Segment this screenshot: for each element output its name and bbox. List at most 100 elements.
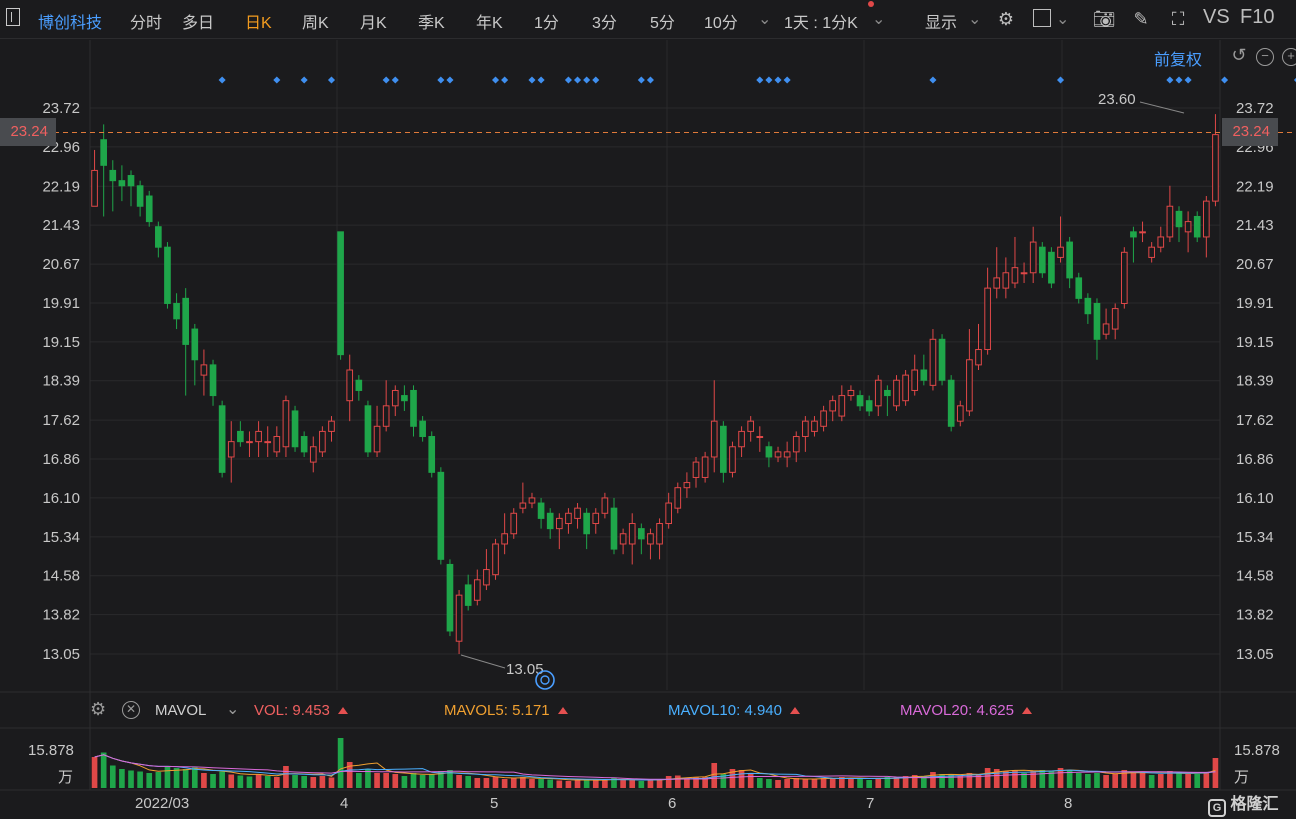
indicator-chevron-icon[interactable]: ⌄	[226, 701, 240, 718]
vol-max-right: 15.878	[1234, 742, 1280, 759]
volume-bar	[656, 779, 663, 788]
candle	[328, 416, 335, 442]
tab-quarterly-k[interactable]: 季K	[418, 15, 445, 32]
stock-name[interactable]: 博创科技	[38, 15, 103, 32]
tab-monthly-k[interactable]: 月K	[360, 15, 387, 32]
candle	[884, 385, 891, 417]
volume-bar	[674, 775, 681, 788]
candle	[619, 528, 627, 555]
candle-body	[966, 359, 973, 412]
vol-up-arrow-icon	[337, 707, 348, 714]
fullscreen-icon[interactable]: ⛶	[1171, 9, 1185, 29]
tab-minute[interactable]: 分时	[130, 15, 163, 32]
volume-bar	[1139, 773, 1146, 788]
candle-body	[975, 349, 982, 366]
volume-bar	[1057, 768, 1064, 788]
candle-body	[765, 446, 773, 458]
event-marker-icon	[783, 76, 791, 84]
display-select[interactable]: 显示	[925, 15, 958, 32]
tab-multi-day[interactable]: 多日	[182, 15, 215, 32]
candle-body	[1011, 267, 1019, 284]
candle-body	[155, 226, 162, 248]
tab-10min[interactable]: 10分	[704, 15, 738, 32]
candle	[437, 467, 445, 565]
indicator-name[interactable]: MAVOL	[155, 702, 207, 719]
event-marker-icon	[501, 76, 509, 84]
candle-body	[820, 410, 827, 427]
candle-body	[720, 425, 727, 473]
price-tick-left: 22.19	[42, 178, 80, 195]
candle	[164, 242, 171, 309]
candle-body	[811, 420, 818, 432]
pencil-icon[interactable]: ✎	[1133, 9, 1149, 29]
tab-5min[interactable]: 5分	[650, 15, 675, 32]
candle	[792, 431, 800, 463]
tab-yearly-k[interactable]: 年K	[476, 15, 503, 32]
volume-bar	[993, 769, 1000, 788]
period-select[interactable]: 1天 : 1分K	[784, 15, 858, 32]
candle	[109, 160, 117, 212]
zoom-in-icon[interactable]: +	[1282, 48, 1296, 66]
volume-bar	[957, 776, 964, 788]
undo-icon[interactable]: ↺	[1231, 45, 1247, 65]
candle-body	[583, 512, 590, 535]
more-tabs-chevron-icon[interactable]: ⌄	[758, 11, 772, 28]
candle	[391, 385, 399, 417]
candle	[337, 231, 344, 360]
volume-bar	[893, 777, 900, 788]
candle-body	[638, 528, 645, 540]
period-chevron-icon[interactable]: ⌄	[872, 11, 886, 28]
checkbox-chevron-icon[interactable]: ⌄	[1056, 11, 1070, 28]
event-marker-icon	[765, 76, 773, 84]
vs-button[interactable]: VS	[1203, 6, 1230, 28]
checkbox-icon[interactable]	[1033, 9, 1051, 27]
zoom-out-icon[interactable]: −	[1256, 48, 1274, 66]
indicator-settings-icon[interactable]: ⚙	[90, 699, 107, 719]
tab-daily-k[interactable]: 日K	[245, 15, 272, 32]
sidebar-toggle-icon[interactable]	[6, 8, 20, 26]
volume-bar	[529, 779, 535, 788]
volume-bar	[428, 774, 435, 788]
tab-1min[interactable]: 1分	[534, 15, 559, 32]
candle-body	[656, 523, 663, 545]
event-marker-icon	[528, 76, 536, 84]
candle-body	[510, 512, 518, 535]
candlesticks	[91, 114, 1219, 654]
candle	[273, 426, 281, 457]
tab-3min[interactable]: 3分	[592, 15, 617, 32]
candle-body	[920, 369, 928, 381]
candle	[455, 590, 463, 654]
tab-weekly-k[interactable]: 周K	[302, 15, 329, 32]
candle	[847, 385, 855, 401]
candle-body	[1038, 246, 1046, 274]
candle-body	[118, 180, 126, 187]
candle	[519, 482, 527, 514]
candle-body	[1175, 210, 1183, 228]
candle	[1048, 247, 1055, 289]
candle-body	[1102, 323, 1110, 335]
price-tick-left: 16.10	[42, 490, 80, 507]
camera-icon[interactable]: 📷︎	[1092, 9, 1116, 29]
volume-bar	[401, 776, 408, 788]
volume-bar	[201, 773, 207, 788]
price-tick-right: 23.72	[1236, 100, 1274, 117]
restore-select[interactable]: 前复权	[1154, 52, 1203, 69]
candle-body	[337, 231, 344, 356]
mavol5-label: MAVOL5:	[444, 702, 508, 719]
candle-body	[419, 420, 426, 438]
candle	[820, 405, 827, 432]
settings-gear-icon[interactable]: ⚙	[997, 9, 1015, 29]
candle	[483, 549, 490, 591]
watermark: G 格隆汇	[1208, 790, 1278, 817]
mavol5-value: 5.171	[512, 702, 550, 719]
candle-body	[628, 523, 636, 545]
volume-bar	[1048, 771, 1055, 788]
volume-bar	[738, 770, 745, 788]
display-chevron-icon[interactable]: ⌄	[968, 11, 982, 28]
f10-button[interactable]: F10	[1240, 6, 1275, 28]
event-marker-icon	[646, 76, 654, 84]
price-tick-right: 18.39	[1236, 373, 1274, 390]
indicator-close-icon[interactable]: ✕	[122, 701, 140, 719]
candle-body	[683, 482, 691, 489]
